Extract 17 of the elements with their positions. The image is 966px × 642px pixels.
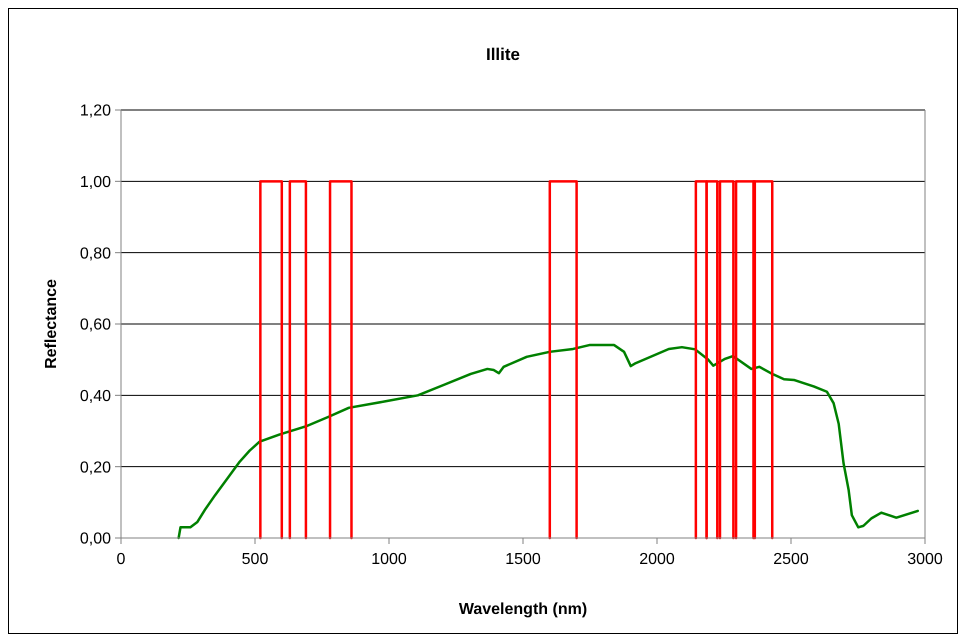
x-tick-label: 3000 (907, 551, 943, 568)
x-axis-title: Wavelength (nm) (458, 601, 588, 618)
y-tick-label: 1,00 (80, 174, 112, 191)
x-tick-label: 2500 (773, 551, 809, 568)
x-tick-label: 0 (116, 551, 126, 568)
x-tick-label: 1500 (505, 551, 541, 568)
x-tick-label: 2000 (639, 551, 675, 568)
y-tick-label: 0,40 (80, 388, 112, 405)
y-tick-label: 0,60 (80, 316, 112, 334)
y-tick-label: 0,80 (80, 245, 112, 262)
x-tick-label: 500 (242, 551, 268, 568)
y-tick-label: 0,20 (80, 459, 112, 476)
y-axis-title: Reflectance (43, 278, 60, 369)
y-tick-label: 0,00 (80, 530, 112, 548)
y-tick-label: 1,20 (80, 102, 112, 120)
chart-title: Illite (486, 45, 520, 64)
x-tick-label: 1000 (371, 551, 407, 568)
